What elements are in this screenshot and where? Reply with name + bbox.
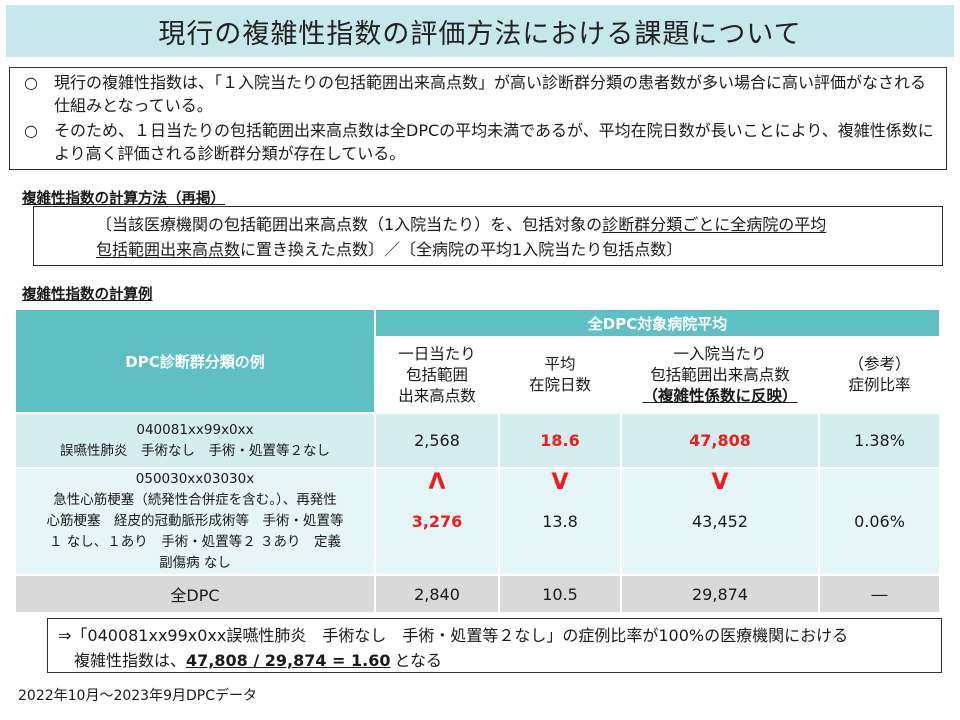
down-arrow-icon: V [551, 470, 569, 495]
row-name-cell: 040081xx99x0xx 誤嚥性肺炎 手術なし 手術・処置等２なし [14, 412, 376, 469]
summary-bullet-2: ○ そのため、１日当たりの包括範囲出来高点数は全DPCの平均未満であるが、平均在… [24, 119, 934, 165]
result-calculation: 47,808 / 29,874 = 1.60 [186, 651, 391, 670]
result-box: ⇒「040081xx99x0xx誤嚥性肺炎 手術なし 手術・処置等２なし」の症例… [47, 618, 942, 673]
row-name-line: １ なし、１あり 手術・処置等２ ３あり 定義 [48, 534, 342, 550]
header-avg-los: 平均 在院日数 [498, 336, 622, 414]
up-arrow-icon: Λ [428, 470, 446, 495]
formula-box: 〔当該医療機関の包括範囲出来高点数（1入院当たり）を、包括対象の診断群分類ごとに… [33, 206, 943, 266]
header-text: 一入院当たり [673, 344, 767, 363]
header-text: 出来高点数 [398, 386, 476, 405]
cell-points-per-admission: 29,874 [620, 574, 820, 614]
summary-text-2: そのため、１日当たりの包括範囲出来高点数は全DPCの平均未満であるが、平均在院日… [54, 121, 934, 163]
example-heading: 複雑性指数の計算例 [22, 287, 153, 303]
circle-bullet-icon: ○ [24, 73, 38, 92]
header-text: （複雑性係数に反映） [642, 386, 798, 405]
result-line-1: ⇒「040081xx99x0xx誤嚥性肺炎 手術なし 手術・処置等２なし」の症例… [58, 626, 849, 645]
table-row-total: 全DPC 2,840 10.5 29,874 ― [14, 574, 942, 614]
header-all-dpc-average: 全DPC対象病院平均 [373, 308, 942, 338]
header-text: 包括範囲 [405, 365, 468, 384]
header-text: 在院日数 [528, 376, 591, 394]
row-name-line: 副傷病 なし [159, 555, 231, 571]
formula-text-2a: 包括範囲出来高点数 [96, 240, 241, 259]
summary-box: ○ 現行の複雑性指数は、「１入院当たりの包括範囲出来高点数」が高い診断群分類の患… [9, 67, 947, 170]
page-title: 現行の複雑性指数の評価方法における課題について [158, 18, 802, 50]
row-name-line: 誤嚥性肺炎 手術なし 手術・処置等２なし [60, 442, 330, 459]
header-text: 症例比率 [848, 376, 911, 394]
circle-bullet-icon: ○ [24, 121, 38, 140]
header-text: （参考） [848, 355, 911, 373]
cell-points-per-admission: 47,808 [620, 412, 820, 469]
row-name-cell: 全DPC [14, 574, 376, 614]
cell-points-per-admission: V 43,452 [620, 467, 820, 576]
data-source-note: 2022年10月～2023年9月DPCデータ [18, 688, 257, 704]
cell-case-ratio: 0.06% [817, 467, 942, 576]
cell-avg-los: 10.5 [498, 574, 622, 614]
summary-bullet-1: ○ 現行の複雑性指数は、「１入院当たりの包括範囲出来高点数」が高い診断群分類の患… [24, 71, 934, 117]
row-name-line: 040081xx99x0xx [136, 421, 254, 438]
row-name-line: 心筋梗塞 経皮的冠動脈形成術等 手術・処置等 [46, 513, 344, 529]
cell-wrap: Λ 3,276 [376, 470, 498, 531]
cell-avg-los: V 13.8 [498, 467, 622, 576]
cell-case-ratio: ― [817, 574, 942, 614]
result-line-2: 複雑性指数は、47,808 / 29,874 = 1.60 となる [58, 648, 941, 673]
header-points-per-day: 一日当たり 包括範囲 出来高点数 [374, 336, 500, 414]
header-case-ratio: （参考） 症例比率 [817, 336, 942, 414]
header-dpc-example: DPC診断群分類の例 [14, 308, 376, 414]
header-text: 平均 [544, 355, 576, 373]
row-name-line: 急性心筋梗塞（続発性合併症を含む。）、再発性 [53, 492, 337, 508]
down-arrow-icon: V [711, 470, 729, 495]
calculation-table: DPC診断群分類の例 全DPC対象病院平均 一日当たり 包括範囲 出来高点数 平… [14, 308, 942, 614]
table-row: 050030xx03030x 急性心筋梗塞（続発性合併症を含む。）、再発性 心筋… [14, 467, 942, 576]
formula-text-1b: 診断群分類ごとに全病院の平均 [602, 215, 827, 234]
header-text: 包括範囲出来高点数 [650, 365, 790, 384]
cell-avg-los: 18.6 [498, 412, 622, 469]
cell-value: 43,452 [692, 512, 748, 531]
cell-case-ratio: 1.38% [817, 412, 942, 469]
result-text-2b: となる [394, 651, 443, 670]
cell-points-per-day: 2,568 [374, 412, 500, 469]
header-points-per-admission: 一入院当たり 包括範囲出来高点数 （複雑性係数に反映） [620, 336, 820, 414]
cell-points-per-day: 2,840 [374, 574, 500, 614]
formula-text-2b: に置き換えた点数〕／〔全病院の平均1入院当たり包括点数〕 [240, 240, 683, 259]
row-name-cell: 050030xx03030x 急性心筋梗塞（続発性合併症を含む。）、再発性 心筋… [14, 467, 376, 576]
summary-text-1: 現行の複雑性指数は、「１入院当たりの包括範囲出来高点数」が高い診断群分類の患者数… [54, 73, 927, 115]
formula-text-1a: 〔当該医療機関の包括範囲出来高点数（1入院当たり）を、包括対象の [96, 215, 603, 234]
formula-line-1: 〔当該医療機関の包括範囲出来高点数（1入院当たり）を、包括対象の診断群分類ごとに… [96, 212, 942, 237]
result-text-2a: 複雑性指数は、 [74, 651, 187, 670]
cell-wrap: V 13.8 [500, 470, 620, 531]
cell-value: 13.8 [542, 512, 578, 531]
cell-value: 3,276 [411, 512, 463, 531]
header-text: 一日当たり [398, 344, 476, 363]
row-name-line: 050030xx03030x [135, 471, 255, 487]
method-heading: 複雑性指数の計算方法（再掲） [22, 191, 225, 207]
table-row: 040081xx99x0xx 誤嚥性肺炎 手術なし 手術・処置等２なし 2,56… [14, 412, 942, 469]
cell-wrap: V 43,452 [622, 470, 818, 531]
formula-line-2: 包括範囲出来高点数に置き換えた点数〕／〔全病院の平均1入院当たり包括点数〕 [96, 237, 942, 262]
cell-points-per-day: Λ 3,276 [374, 467, 500, 576]
title-banner: 現行の複雑性指数の評価方法における課題について [6, 5, 954, 57]
